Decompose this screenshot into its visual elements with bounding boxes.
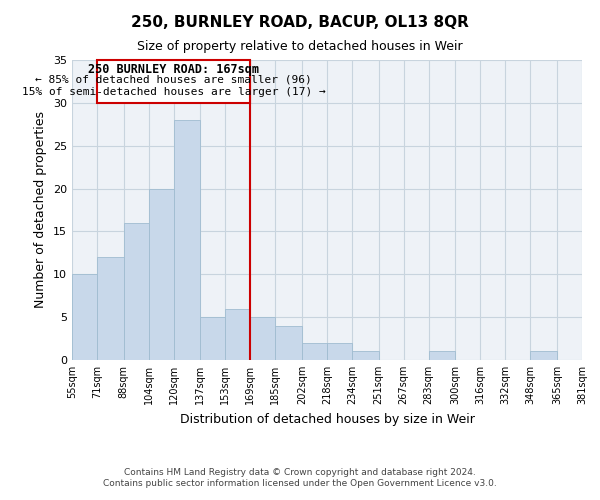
Text: 15% of semi-detached houses are larger (17) →: 15% of semi-detached houses are larger (… (22, 86, 326, 97)
Y-axis label: Number of detached properties: Number of detached properties (34, 112, 47, 308)
Bar (124, 223, 149, 360)
X-axis label: Distribution of detached houses by size in Weir: Distribution of detached houses by size … (179, 412, 475, 426)
Text: Size of property relative to detached houses in Weir: Size of property relative to detached ho… (137, 40, 463, 53)
Bar (302, 343, 327, 360)
Bar (72, 274, 97, 360)
Bar (530, 352, 557, 360)
Bar (352, 352, 379, 360)
Text: 250, BURNLEY ROAD, BACUP, OL13 8QR: 250, BURNLEY ROAD, BACUP, OL13 8QR (131, 15, 469, 30)
Text: ← 85% of detached houses are smaller (96): ← 85% of detached houses are smaller (96… (35, 74, 312, 85)
Bar (97, 257, 124, 360)
Bar (428, 352, 455, 360)
Bar (275, 326, 302, 360)
Bar (327, 343, 352, 360)
Bar (226, 308, 250, 360)
Bar (149, 188, 173, 360)
Text: 250 BURNLEY ROAD: 167sqm: 250 BURNLEY ROAD: 167sqm (88, 62, 259, 76)
Bar (173, 120, 200, 360)
Bar (250, 317, 275, 360)
Text: Contains HM Land Registry data © Crown copyright and database right 2024.
Contai: Contains HM Land Registry data © Crown c… (103, 468, 497, 487)
Bar (200, 317, 226, 360)
FancyBboxPatch shape (97, 60, 250, 103)
